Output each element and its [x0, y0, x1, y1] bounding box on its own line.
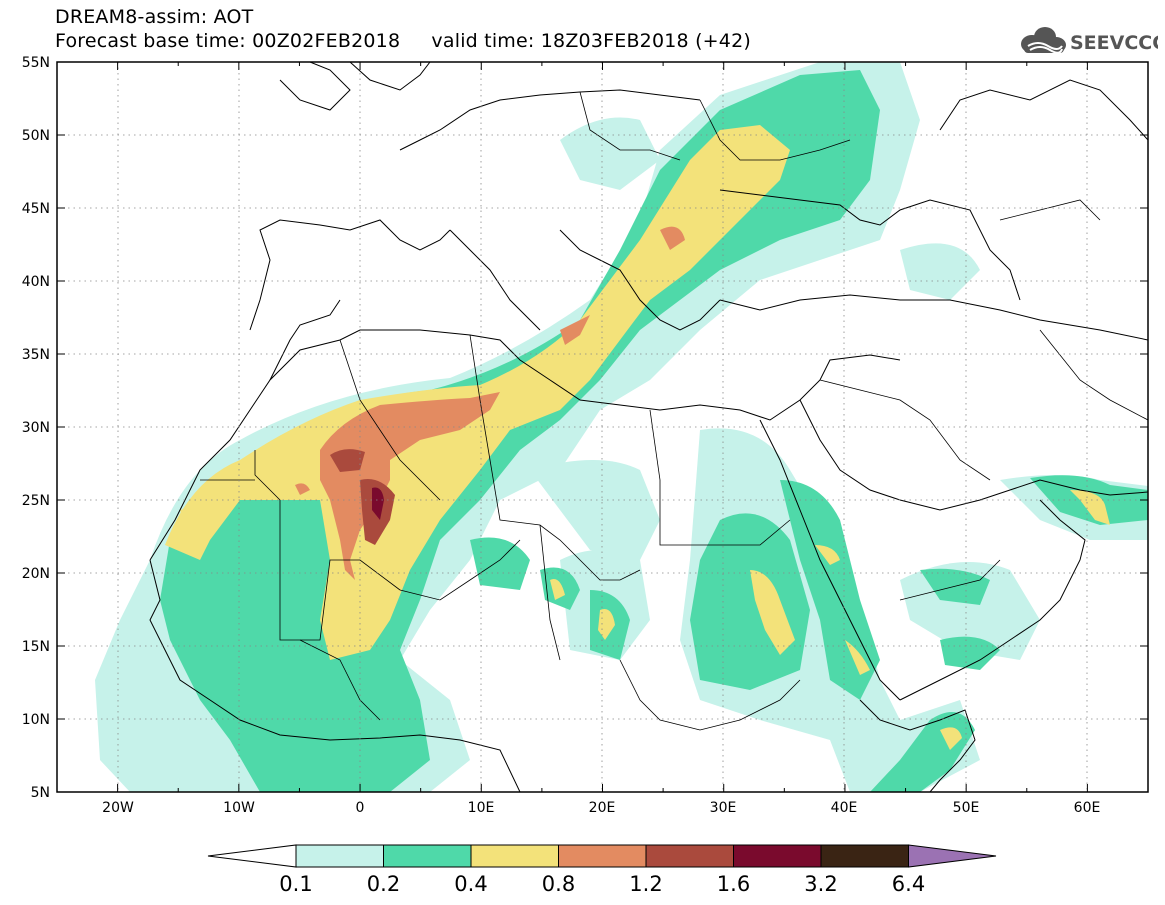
colorbar-segment: [558, 844, 647, 868]
lon-label: 50E: [953, 800, 980, 816]
colorbar-label: 0.1: [279, 872, 312, 896]
colorbar: [207, 844, 997, 868]
aot-shade-0.8: [295, 226, 685, 580]
colorbar-segment: [820, 844, 909, 868]
lat-label: 45N: [22, 201, 50, 217]
lat-label: 40N: [22, 274, 50, 290]
lon-label: 20E: [589, 800, 616, 816]
lat-label: 20N: [22, 566, 50, 582]
logo-text: SEEVCCC: [1070, 32, 1158, 54]
colorbar-label: 1.6: [717, 872, 750, 896]
lat-label: 25N: [22, 493, 50, 509]
lat-labels: 5N 10N 15N 20N 25N 30N 35N 40N 45N 50N 5…: [22, 55, 50, 801]
lon-label: 0: [356, 800, 365, 816]
aot-shading: [95, 62, 1148, 792]
lat-label: 15N: [22, 639, 50, 655]
seevccc-logo: SEEVCCC: [1021, 27, 1158, 54]
lat-label: 50N: [22, 128, 50, 144]
colorbar-label: 0.4: [454, 872, 487, 896]
lon-label: 10W: [223, 800, 255, 816]
colorbar-high-triangle: [908, 844, 997, 868]
colorbar-labels: 0.1 0.2 0.4 0.8 1.2 1.6 3.2 6.4: [279, 872, 925, 896]
lat-label: 35N: [22, 347, 50, 363]
lon-label: 30E: [710, 800, 737, 816]
country-borders: [200, 91, 1148, 731]
colorbar-segment: [645, 844, 734, 868]
colorbar-low-triangle: [207, 844, 297, 868]
lon-label: 10E: [468, 800, 495, 816]
lat-label: 5N: [31, 785, 50, 801]
colorbar-segment: [733, 844, 822, 868]
colorbar-segment: [295, 844, 384, 868]
lon-label: 40E: [831, 800, 858, 816]
aot-shade-0.4: [165, 125, 1110, 750]
forecast-time-subtitle: Forecast base time: 00Z02FEB2018 valid t…: [55, 30, 751, 52]
lat-label: 10N: [22, 712, 50, 728]
lat-label: 30N: [22, 420, 50, 436]
coastlines: [149, 62, 1148, 792]
lat-label: 55N: [22, 55, 50, 71]
lon-label: 20W: [102, 800, 134, 816]
aot-shade-1.6: [372, 487, 384, 520]
grid-lines: [57, 62, 1148, 792]
colorbar-label: 0.8: [542, 872, 575, 896]
colorbar-label: 6.4: [892, 872, 925, 896]
colorbar-segment: [383, 844, 472, 868]
colorbar-segment: [470, 844, 559, 868]
map-title: DREAM8-assim: AOT: [55, 6, 254, 28]
lon-labels: 20W 10W 0 10E 20E 30E 40E 50E 60E: [102, 800, 1100, 816]
lon-label: 60E: [1074, 800, 1101, 816]
colorbar-label: 0.2: [367, 872, 400, 896]
colorbar-label: 3.2: [804, 872, 837, 896]
colorbar-label: 1.2: [629, 872, 662, 896]
axis-ticks: [56, 61, 1149, 793]
